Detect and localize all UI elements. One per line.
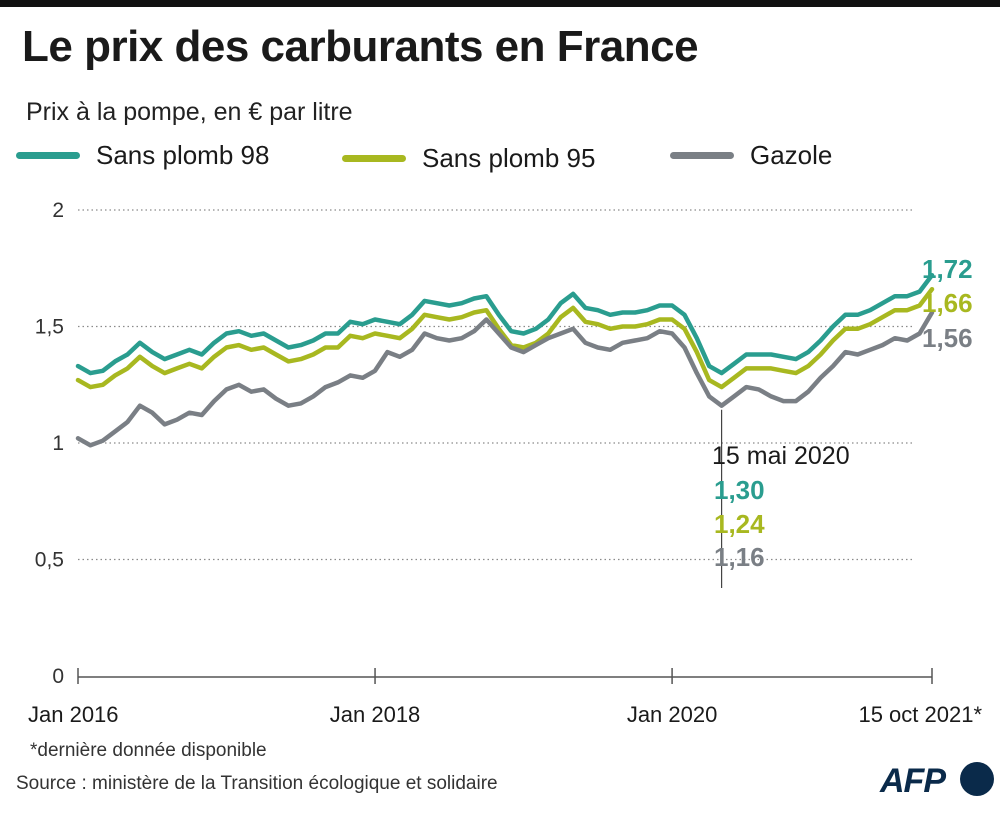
end-label-gazole: 1,56 bbox=[922, 323, 973, 353]
y-tick-label: 1 bbox=[52, 432, 64, 455]
legend-item-sp98: Sans plomb 98 bbox=[16, 140, 269, 171]
y-tick-label: 0 bbox=[52, 665, 64, 688]
y-tick-label: 2 bbox=[52, 199, 64, 222]
source-note: Source : ministère de la Transition écol… bbox=[16, 773, 498, 794]
line-chart: 0 0,5 1 1,5 2 Jan 2016 Jan 2018 Jan 2020 15 oct … bbox=[28, 199, 982, 727]
y-tick-label: 0,5 bbox=[35, 549, 64, 572]
x-tick-label: 15 oct 2021* bbox=[858, 702, 982, 727]
legend-item-sp95: Sans plomb 95 bbox=[342, 143, 595, 174]
legend-label-gazole: Gazole bbox=[750, 140, 833, 170]
annotation-value-sp98: 1,30 bbox=[714, 475, 765, 505]
annotation-value-gazole: 1,16 bbox=[714, 542, 765, 572]
end-label-sp98: 1,72 bbox=[922, 254, 973, 284]
chart-subtitle: Prix à la pompe, en € par litre bbox=[26, 98, 353, 126]
legend-swatch-gazole bbox=[670, 152, 734, 159]
legend-swatch-sp95 bbox=[342, 155, 406, 162]
afp-logo-dot bbox=[960, 762, 994, 796]
annotation-value-sp95: 1,24 bbox=[714, 509, 765, 539]
annotation-date: 15 mai 2020 bbox=[712, 442, 850, 470]
chart-title: Le prix des carburants en France bbox=[22, 22, 699, 71]
x-tick-label: Jan 2020 bbox=[627, 702, 718, 727]
x-tick-label: Jan 2018 bbox=[330, 702, 421, 727]
series-line-gazole bbox=[75, 310, 935, 448]
end-label-sp95: 1,66 bbox=[922, 288, 973, 318]
y-tick-label: 1,5 bbox=[35, 316, 64, 339]
x-tick-label: Jan 2016 bbox=[28, 702, 119, 727]
legend-label-sp98: Sans plomb 98 bbox=[96, 140, 270, 170]
legend-item-gazole: Gazole bbox=[670, 140, 832, 171]
footnote: *dernière donnée disponible bbox=[30, 740, 267, 761]
series-line-sp98 bbox=[75, 272, 935, 376]
legend-swatch-sp98 bbox=[16, 152, 80, 159]
top-bar bbox=[0, 0, 1000, 7]
series-line-sp95 bbox=[75, 286, 935, 390]
legend-label-sp95: Sans plomb 95 bbox=[422, 143, 596, 173]
afp-logo: AFP bbox=[880, 760, 994, 804]
afp-logo-text: AFP bbox=[880, 762, 946, 800]
